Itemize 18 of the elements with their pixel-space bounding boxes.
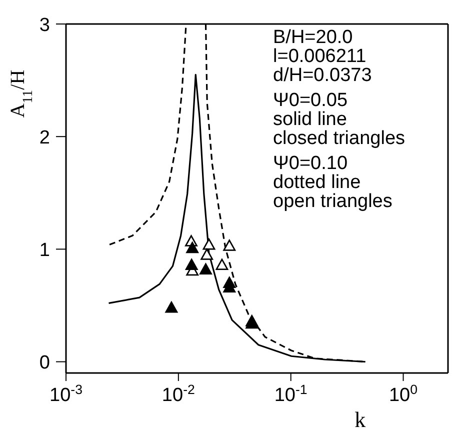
x-axis-title: k <box>354 407 366 432</box>
annotation: solid line <box>273 109 348 130</box>
x-tick-label: 10$^{0}$ <box>388 382 418 406</box>
annotation: d/H=0.0373 <box>273 65 373 86</box>
annotation: Ψ0=0.05 <box>273 90 349 111</box>
annotation: l=0.006211 <box>273 46 368 67</box>
annotation: closed triangles <box>273 128 406 149</box>
y-tick-label: 0 <box>39 352 50 374</box>
x-tick-label: 10$^{-2}$ <box>162 382 195 406</box>
y-tick-label: 3 <box>39 15 50 36</box>
annotation: Ψ0=0.10 <box>273 153 349 174</box>
y-tick-label: 2 <box>39 128 50 149</box>
annotation: open triangles <box>273 191 394 212</box>
annotation: dotted line <box>273 172 362 193</box>
y-tick-label: 1 <box>39 240 50 262</box>
x-tick-label: 10$^{-3}$ <box>50 382 82 406</box>
x-tick-label: 10$^{-1}$ <box>274 382 308 406</box>
annotation: B/H=20.0 <box>273 27 354 48</box>
